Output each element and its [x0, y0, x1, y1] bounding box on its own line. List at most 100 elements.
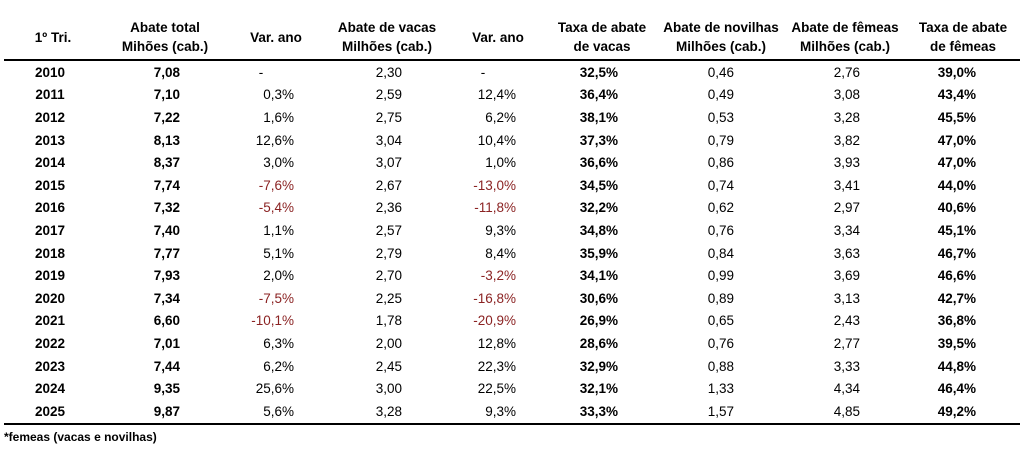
cell-var2: 1,0% [485, 155, 516, 171]
cell-var1: 1,1% [263, 222, 294, 238]
cell-year: 2023 [34, 358, 66, 374]
cell-vacas: 3,00 [375, 381, 402, 397]
cell-var1: -10,1% [251, 313, 294, 329]
cell-taxaf: 43,4% [937, 87, 976, 103]
cell-taxav: 38,1% [579, 109, 618, 125]
cell-var1: -7,5% [258, 290, 294, 306]
cell-fem: 3,69 [833, 268, 860, 284]
cell-vacas: 2,79 [375, 245, 402, 261]
cell-vacas: 2,70 [375, 268, 402, 284]
cell-var2: 12,8% [477, 335, 516, 351]
cell-vacas: 3,28 [324, 399, 450, 425]
cell-nov: 0,76 [707, 222, 734, 238]
cell-fem: 3,33 [833, 358, 860, 374]
cell-fem: 2,77 [833, 335, 860, 351]
cell-fem: 4,34 [833, 381, 860, 397]
cell-var1: 0,3% [263, 87, 294, 103]
table-row: 2012 7,22 1,6% 2,75 6,2% 38,1% 0,53 3,28 45,5% [4, 106, 1020, 129]
cell-var1: 2,0% [263, 268, 294, 284]
cell-taxaf: 47,0% [937, 155, 976, 171]
cell-year: 2016 [34, 200, 66, 216]
column-header-line: Milhões (cab.) [675, 39, 766, 54]
cell-var2: 9,3% [450, 399, 546, 425]
cell-year: 2019 [34, 268, 66, 284]
table-row: 2016 7,32 -5,4% 2,36 -11,8% 32,2% 0,62 2,97 40,6… [4, 197, 1020, 220]
column-header-fem: Abate de fêmeas Milhões (cab.) [784, 18, 906, 61]
table-row: 2017 7,40 1,1% 2,57 9,3% 34,8% 0,76 3,34 45,1% [4, 219, 1020, 242]
table-row: 2015 7,74 -7,6% 2,67 -13,0% 34,5% 0,74 3,41 44,0… [4, 174, 1020, 197]
cell-taxaf: 45,5% [937, 109, 976, 125]
column-header-line: Abate total [130, 20, 200, 35]
cell-fem: 3,28 [833, 109, 860, 125]
cell-vacas: 3,07 [375, 155, 402, 171]
cell-var2: 8,4% [485, 245, 516, 261]
column-header-line: Abate de fêmeas [791, 20, 899, 35]
cell-nov: 0,76 [707, 335, 734, 351]
cell-taxaf: 40,6% [937, 200, 976, 216]
cell-nov: 0,84 [707, 245, 734, 261]
cell-taxav: 34,8% [579, 222, 618, 238]
column-header-vacas: Abate de vacas Milhões (cab.) [324, 18, 450, 61]
column-header-line: Taxa de abate [918, 20, 1008, 35]
cell-taxaf: 39,5% [937, 335, 976, 351]
column-header-total: Abate total Mihões (cab.) [102, 18, 228, 61]
cell-fem: 3,93 [833, 155, 860, 171]
cell-total: 7,77 [153, 245, 180, 261]
cell-var2: -13,0% [473, 177, 516, 193]
cell-var1: 3,0% [263, 155, 294, 171]
cell-year: 2018 [34, 245, 66, 261]
cell-taxav: 34,5% [579, 177, 618, 193]
cell-total: 7,40 [153, 222, 180, 238]
column-header-line: Abate de novilhas [663, 20, 779, 35]
cell-nov: 0,65 [707, 313, 734, 329]
cell-taxav: 32,5% [579, 64, 618, 80]
column-header-taxaf: Taxa de abate de fêmeas [906, 18, 1020, 61]
cell-taxaf: 47,0% [937, 132, 976, 148]
cell-fem: 3,08 [833, 87, 860, 103]
cell-var1: 12,6% [255, 132, 294, 148]
data-table-container: 1º Tri. Abate total Mihões (cab.) Var. ano A… [4, 18, 1020, 425]
cell-fem: 2,43 [833, 313, 860, 329]
cell-total: 7,34 [153, 290, 180, 306]
table-row: 2025 9,87 5,6% 3,28 9,3% 33,3% 1,57 4,85 49,2% [4, 399, 1020, 425]
cell-vacas: 1,78 [375, 313, 402, 329]
table-row: 2011 7,10 0,3% 2,59 12,4% 36,4% 0,49 3,08 43,4% [4, 84, 1020, 107]
cell-year: 2021 [34, 313, 66, 329]
cell-var1: 5,6% [228, 399, 324, 425]
cell-taxaf: 44,8% [937, 358, 976, 374]
column-header-line: Taxa de abate [557, 20, 647, 35]
column-header-year: 1º Tri. [4, 18, 102, 61]
table-row: 2014 8,37 3,0% 3,07 1,0% 36,6% 0,86 3,93 47,0% [4, 151, 1020, 174]
cell-var1: -5,4% [258, 200, 294, 216]
cell-taxav: 36,4% [579, 87, 618, 103]
column-header-line: de fêmeas [929, 39, 997, 54]
cell-year: 2024 [34, 381, 66, 397]
cell-taxav: 35,9% [579, 245, 618, 261]
cell-nov: 0,62 [707, 200, 734, 216]
cell-vacas: 2,59 [375, 87, 402, 103]
cell-var2: 10,4% [477, 132, 516, 148]
cell-total: 7,22 [153, 109, 180, 125]
column-header-line: 1º Tri. [34, 29, 72, 45]
cell-var1: -7,6% [258, 177, 294, 193]
cell-nov: 0,46 [707, 64, 734, 80]
cell-nov: 0,53 [707, 109, 734, 125]
cell-year: 2025 [4, 399, 102, 425]
cell-var2: -16,8% [473, 290, 516, 306]
table-row: 2019 7,93 2,0% 2,70 -3,2% 34,1% 0,99 3,69 46,6% [4, 264, 1020, 287]
cell-taxav: 37,3% [579, 132, 618, 148]
cell-vacas: 2,00 [375, 335, 402, 351]
cell-taxaf: 39,0% [937, 64, 976, 80]
cell-var1: 5,1% [263, 245, 294, 261]
cell-fem: 3,41 [833, 177, 860, 193]
cell-total: 8,37 [153, 155, 180, 171]
cell-var2: 6,2% [485, 109, 516, 125]
table-row: 2020 7,34 -7,5% 2,25 -16,8% 30,6% 0,89 3,13 42,7… [4, 287, 1020, 310]
table-row: 2024 9,35 25,6% 3,00 22,5% 32,1% 1,33 4,34 46,4% [4, 377, 1020, 400]
column-header-line: Milhões (cab.) [799, 39, 890, 54]
cell-total: 7,01 [153, 335, 180, 351]
cell-total: 7,93 [153, 268, 180, 284]
cell-nov: 0,86 [707, 155, 734, 171]
column-header-var2: Var. ano [450, 18, 546, 61]
cell-total: 8,13 [153, 132, 180, 148]
